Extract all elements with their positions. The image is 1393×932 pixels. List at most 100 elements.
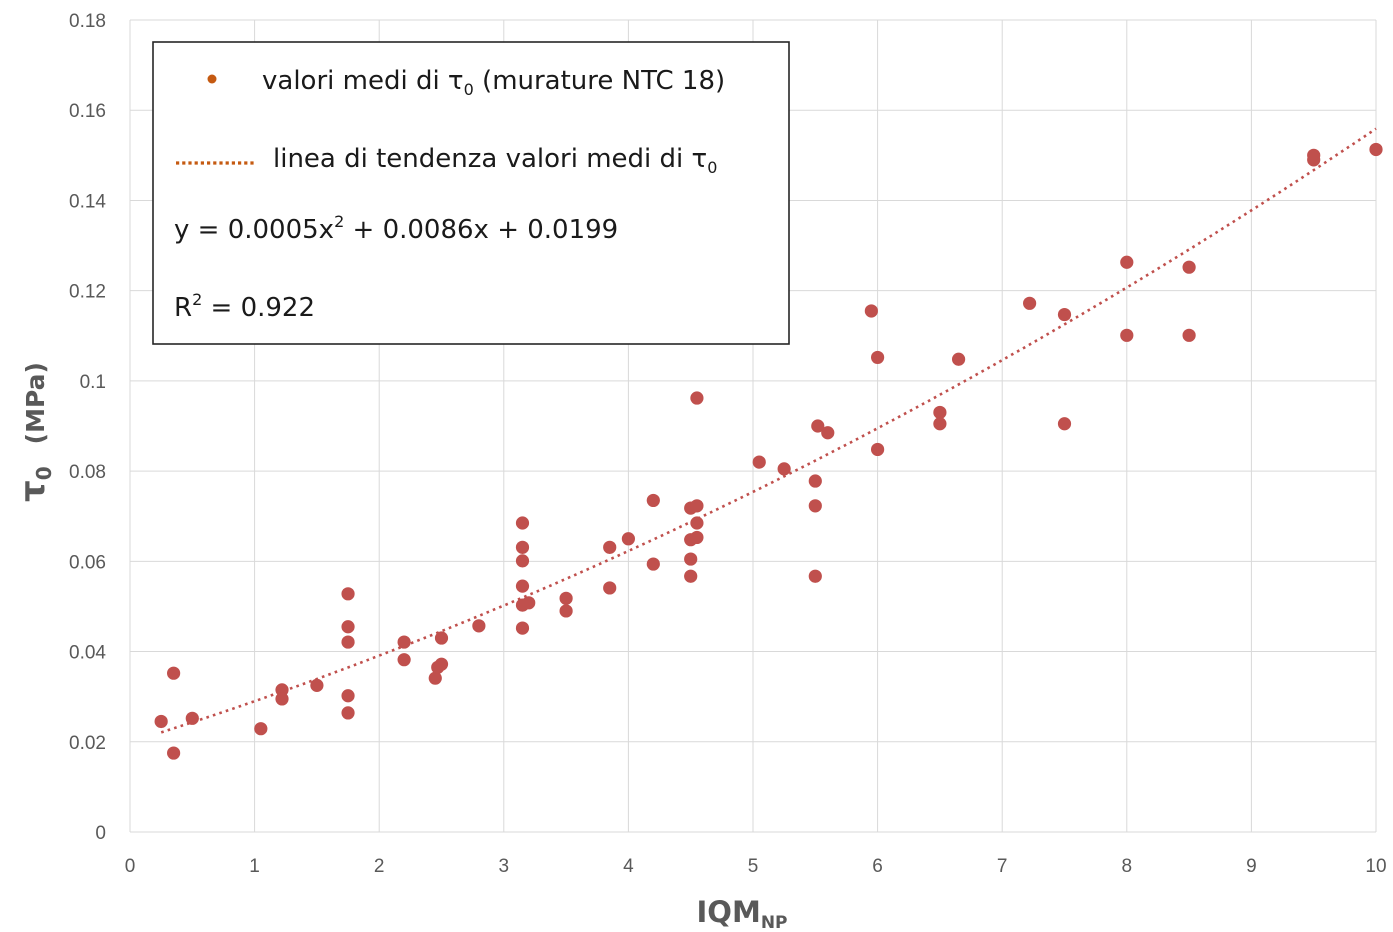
data-point	[275, 692, 289, 706]
y-tick-label: 0.02	[69, 733, 106, 754]
data-point	[951, 352, 966, 366]
legend-r-squared-main: R	[174, 293, 192, 323]
data-point	[1182, 260, 1196, 274]
data-point	[933, 417, 947, 431]
data-point	[275, 683, 289, 697]
legend-r-squared-sup: 2	[192, 290, 202, 309]
data-point	[1120, 328, 1134, 342]
data-point	[603, 540, 617, 554]
legend-box	[152, 41, 790, 345]
data-point	[254, 722, 268, 736]
legend-series-label-sub: 0	[464, 80, 474, 99]
legend-trend-label-main: linea di tendenza valori medi di τ	[273, 144, 707, 174]
y-tick-label: 0.12	[69, 282, 106, 303]
data-point	[1057, 307, 1072, 322]
data-point	[154, 714, 168, 729]
data-point	[434, 657, 449, 671]
data-point	[515, 579, 530, 593]
data-point	[777, 462, 791, 476]
data-point	[515, 540, 530, 554]
data-point	[434, 631, 449, 645]
data-point	[821, 426, 835, 440]
data-point	[871, 350, 885, 365]
x-tick-label: 5	[748, 856, 759, 877]
data-point	[1023, 296, 1037, 310]
data-point	[515, 554, 530, 568]
data-point	[341, 706, 355, 720]
legend: valori medi di τ0 (murature NTC 18) line…	[152, 41, 790, 345]
data-point	[684, 552, 698, 566]
data-point	[341, 587, 355, 601]
legend-r-squared: R2 = 0.922	[174, 290, 315, 323]
data-point	[811, 419, 825, 433]
data-point	[428, 671, 442, 685]
data-point	[808, 569, 822, 583]
x-tick-label: 6	[872, 856, 883, 877]
data-point	[690, 391, 704, 405]
legend-series-marker	[207, 74, 217, 84]
y-tick-label: 0.08	[69, 462, 106, 483]
legend-trend-label-sub: 0	[707, 158, 717, 177]
x-tick-label: 1	[249, 856, 260, 877]
data-point	[808, 499, 822, 513]
y-tick-label: 0	[95, 823, 106, 844]
data-point	[167, 666, 181, 680]
x-tick-label: 0	[125, 856, 136, 877]
data-point	[397, 653, 411, 667]
legend-series-label-main: valori medi di τ	[262, 66, 464, 96]
data-point	[603, 581, 617, 595]
data-point	[472, 619, 486, 633]
x-tick-label: 2	[374, 856, 385, 877]
legend-equation-rest: + 0.0086x + 0.0199	[344, 215, 618, 245]
data-point	[864, 304, 878, 318]
x-axis-title-main: IQM	[697, 895, 761, 929]
y-tick-label: 0.1	[80, 372, 106, 393]
y-axis-title-symbol: τ	[13, 480, 53, 502]
data-point	[690, 530, 704, 545]
x-tick-labels: 0 1 2 3 4 5 6 7 8 9 10	[125, 856, 1387, 877]
y-tick-label: 0.16	[69, 101, 106, 122]
data-point	[808, 474, 822, 488]
data-point	[1120, 255, 1134, 269]
data-point	[185, 711, 199, 725]
data-point	[646, 557, 660, 571]
data-point	[341, 635, 355, 649]
x-tick-label: 3	[499, 856, 510, 877]
data-point	[397, 635, 411, 649]
data-point	[559, 604, 573, 618]
y-tick-labels: 0 0.02 0.04 0.06 0.08 0.1 0.12 0.14 0.16 0.18	[69, 11, 106, 844]
data-point	[690, 516, 704, 530]
data-point	[167, 746, 181, 760]
data-point	[515, 621, 530, 635]
data-point	[1057, 417, 1072, 431]
data-point	[522, 596, 536, 610]
legend-r-squared-rest: = 0.922	[202, 293, 315, 323]
data-point	[621, 532, 636, 546]
data-point	[1182, 328, 1196, 342]
y-axis-title-sub: 0	[32, 466, 56, 480]
data-point	[690, 499, 704, 513]
x-tick-label: 10	[1365, 856, 1386, 877]
legend-equation: y = 0.0005x2 + 0.0086x + 0.0199	[174, 212, 618, 245]
data-point	[341, 689, 355, 703]
legend-trend-label: linea di tendenza valori medi di τ0	[273, 144, 717, 177]
x-tick-label: 7	[997, 856, 1008, 877]
data-point	[752, 455, 766, 469]
legend-series-label: valori medi di τ0 (murature NTC 18)	[262, 66, 725, 99]
x-axis-title: IQMNP	[697, 895, 788, 932]
legend-equation-sup: 2	[334, 212, 344, 231]
data-point	[559, 591, 573, 605]
data-point	[1369, 142, 1383, 157]
y-tick-label: 0.14	[69, 191, 106, 212]
data-point	[933, 405, 947, 420]
y-axis-title: τ0 (MPa)	[13, 362, 56, 502]
data-point	[1307, 153, 1321, 167]
x-tick-label: 9	[1246, 856, 1257, 877]
legend-series-label-rest: (murature NTC 18)	[474, 66, 725, 96]
data-point	[341, 620, 355, 634]
legend-equation-main: y = 0.0005x	[174, 215, 334, 245]
x-axis-title-sub: NP	[761, 913, 788, 932]
x-tick-label: 8	[1122, 856, 1133, 877]
data-point	[646, 493, 660, 508]
